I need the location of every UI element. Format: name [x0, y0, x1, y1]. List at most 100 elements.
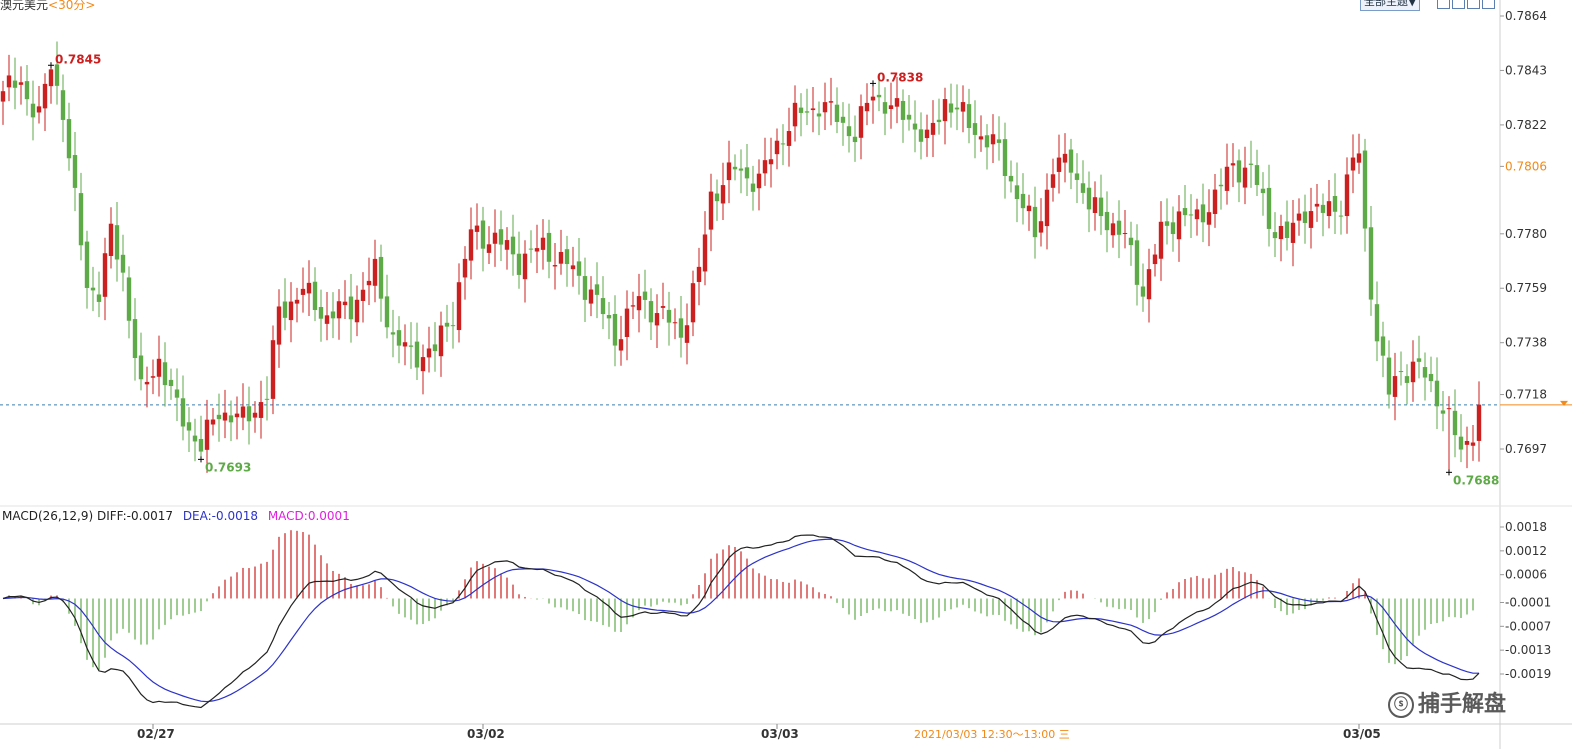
- candle-body: [1224, 166, 1230, 191]
- candle-body: [720, 185, 726, 204]
- candle-body: [450, 325, 456, 327]
- candle-body: [1392, 376, 1398, 397]
- candle-body: [522, 253, 528, 280]
- candle-body: [888, 105, 894, 110]
- candle-body: [384, 296, 390, 328]
- candle-body: [1296, 213, 1302, 221]
- candle-body: [1422, 367, 1428, 378]
- candle-body: [408, 345, 414, 347]
- candle-body: [96, 294, 102, 302]
- candle-body: [630, 305, 636, 307]
- theme-dropdown-button[interactable]: 全部主题▼: [1360, 0, 1421, 11]
- candle-body: [870, 96, 876, 101]
- extreme-label: 0.7688: [1453, 473, 1499, 487]
- candle-body: [198, 438, 204, 452]
- candle-body: [390, 332, 396, 335]
- candle-body: [618, 339, 624, 351]
- candle-body: [1374, 304, 1380, 342]
- candle-body: [600, 298, 606, 315]
- candle-body: [294, 299, 300, 304]
- candle-body: [1218, 184, 1224, 187]
- candle-body: [918, 129, 924, 142]
- candle-body: [1200, 204, 1206, 223]
- candle-body: [1356, 153, 1362, 163]
- candle-body: [612, 313, 618, 346]
- candle-body: [798, 107, 804, 113]
- candle-body: [306, 282, 312, 294]
- candle-body: [144, 381, 150, 385]
- candle-body: [468, 229, 474, 261]
- candle-body: [594, 284, 600, 295]
- candle-body: [564, 249, 570, 265]
- cursor-time-label: 2021/03/03 12:30～13:00 三: [914, 728, 1070, 741]
- candle-body: [666, 309, 672, 323]
- candle-body: [1038, 221, 1044, 233]
- candle-body: [930, 122, 936, 135]
- candle-body: [660, 306, 666, 308]
- candle-body: [972, 123, 978, 135]
- candle-body: [768, 159, 774, 165]
- candle-body: [318, 306, 324, 319]
- candle-body: [1434, 380, 1440, 407]
- candle-body: [36, 106, 42, 113]
- layout-icon-1[interactable]: [1437, 0, 1450, 9]
- candle-body: [684, 325, 690, 343]
- candle-body: [174, 389, 180, 398]
- candle-body: [126, 277, 132, 321]
- candle-body: [1062, 153, 1068, 163]
- candle-body: [876, 94, 882, 98]
- candle-body: [444, 322, 450, 327]
- macd-legend-name: MACD(26,12,9): [2, 509, 94, 523]
- candle-body: [1242, 167, 1248, 188]
- candle-body: [1032, 206, 1038, 238]
- candle-body: [1044, 189, 1050, 227]
- layout-icon-4[interactable]: [1482, 0, 1495, 9]
- candle-body: [1452, 410, 1458, 436]
- candle-body: [732, 166, 738, 170]
- candle-body: [264, 398, 270, 400]
- candle-body: [1272, 232, 1278, 239]
- candle-body: [438, 325, 444, 357]
- layout-icon-2[interactable]: [1452, 0, 1465, 9]
- candle-body: [864, 102, 870, 112]
- current-price-marker-icon: [1560, 400, 1568, 406]
- price-tick-label: 0.7780: [1505, 227, 1547, 241]
- candle-body: [474, 225, 480, 232]
- price-tick-label: 0.7806: [1505, 159, 1547, 173]
- candle-body: [834, 104, 840, 122]
- candle-body: [642, 291, 648, 300]
- candle-body: [840, 116, 846, 123]
- candle-body: [12, 80, 18, 88]
- candle-body: [30, 103, 36, 118]
- layout-icon-3[interactable]: [1467, 0, 1480, 9]
- candle-body: [954, 107, 960, 110]
- candle-body: [246, 406, 252, 422]
- candle-body: [1350, 157, 1356, 171]
- macd-tick-label: -0.0019: [1505, 667, 1551, 681]
- candle-body: [1056, 157, 1062, 172]
- candle-body: [1158, 221, 1164, 259]
- price-tick-label: 0.7697: [1505, 442, 1547, 456]
- candle-body: [1386, 357, 1392, 395]
- candle-body: [1230, 163, 1236, 166]
- candle-body: [816, 113, 822, 117]
- macd-legend-diff: DIFF:-0.0017: [96, 509, 173, 523]
- candle-body: [828, 101, 834, 103]
- price-tick-label: 0.7759: [1505, 281, 1547, 295]
- candle-body: [204, 419, 210, 450]
- macd-tick-label: 0.0006: [1505, 568, 1547, 582]
- candle-body: [774, 140, 780, 155]
- candle-body: [576, 261, 582, 276]
- timeframe-label[interactable]: <30分>: [48, 0, 96, 12]
- candle-body: [648, 301, 654, 323]
- candle-body: [558, 251, 564, 264]
- candle-body: [1146, 269, 1152, 300]
- candle-body: [1344, 174, 1350, 217]
- candle-body: [912, 123, 918, 130]
- candle-body: [24, 81, 30, 100]
- candle-body: [1254, 165, 1260, 185]
- candle-body: [696, 266, 702, 282]
- candle-body: [210, 419, 216, 425]
- candle-body: [1068, 149, 1074, 173]
